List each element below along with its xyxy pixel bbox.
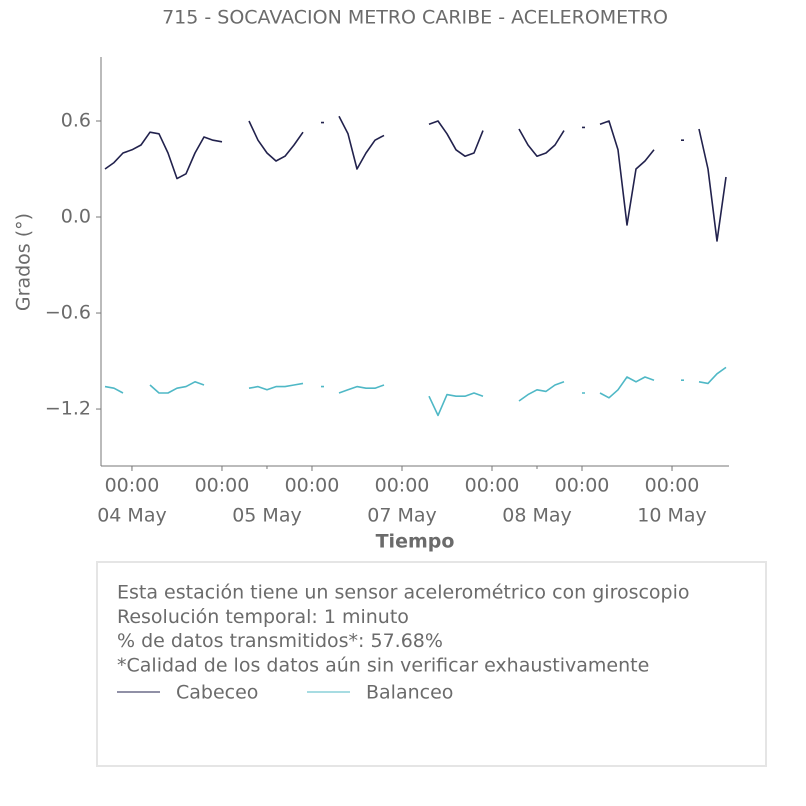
y-tick-label: −1.2 (45, 398, 91, 420)
x-tick-label: 00:00 (285, 475, 340, 497)
x-date-label: 04 May (97, 505, 167, 527)
x-tick-label: 00:00 (555, 475, 610, 497)
x-tick-label: 00:00 (105, 475, 160, 497)
info-text: *Calidad de los datos aún sin verificar … (117, 654, 649, 676)
info-text: Esta estación tiene un sensor aceleromét… (117, 582, 690, 604)
y-tick-label: −0.6 (45, 302, 91, 324)
info-text: Resolución temporal: 1 minuto (117, 606, 409, 628)
y-tick-label: 0.0 (61, 206, 91, 228)
x-date-label: 08 May (502, 505, 572, 527)
x-tick-label: 00:00 (465, 475, 520, 497)
chart-title: 715 - SOCAVACION METRO CARIBE - ACELEROM… (162, 7, 668, 29)
x-tick-label: 00:00 (375, 475, 430, 497)
x-tick-label: 00:00 (645, 475, 700, 497)
y-tick-label: 0.6 (61, 110, 91, 132)
x-tick-label: 00:00 (195, 475, 250, 497)
x-date-label: 07 May (367, 505, 437, 527)
legend-label: Cabeceo (176, 682, 258, 704)
x-date-label: 05 May (232, 505, 302, 527)
y-axis-label: Grados (°) (13, 213, 35, 311)
info-text: % de datos transmitidos*: 57.68% (117, 630, 443, 652)
legend-label: Balanceo (366, 682, 453, 704)
series-line (104, 115, 727, 242)
series-line (104, 366, 727, 417)
info-box (96, 561, 767, 767)
x-date-label: 10 May (637, 505, 707, 527)
x-axis-label: Tiempo (376, 531, 455, 553)
